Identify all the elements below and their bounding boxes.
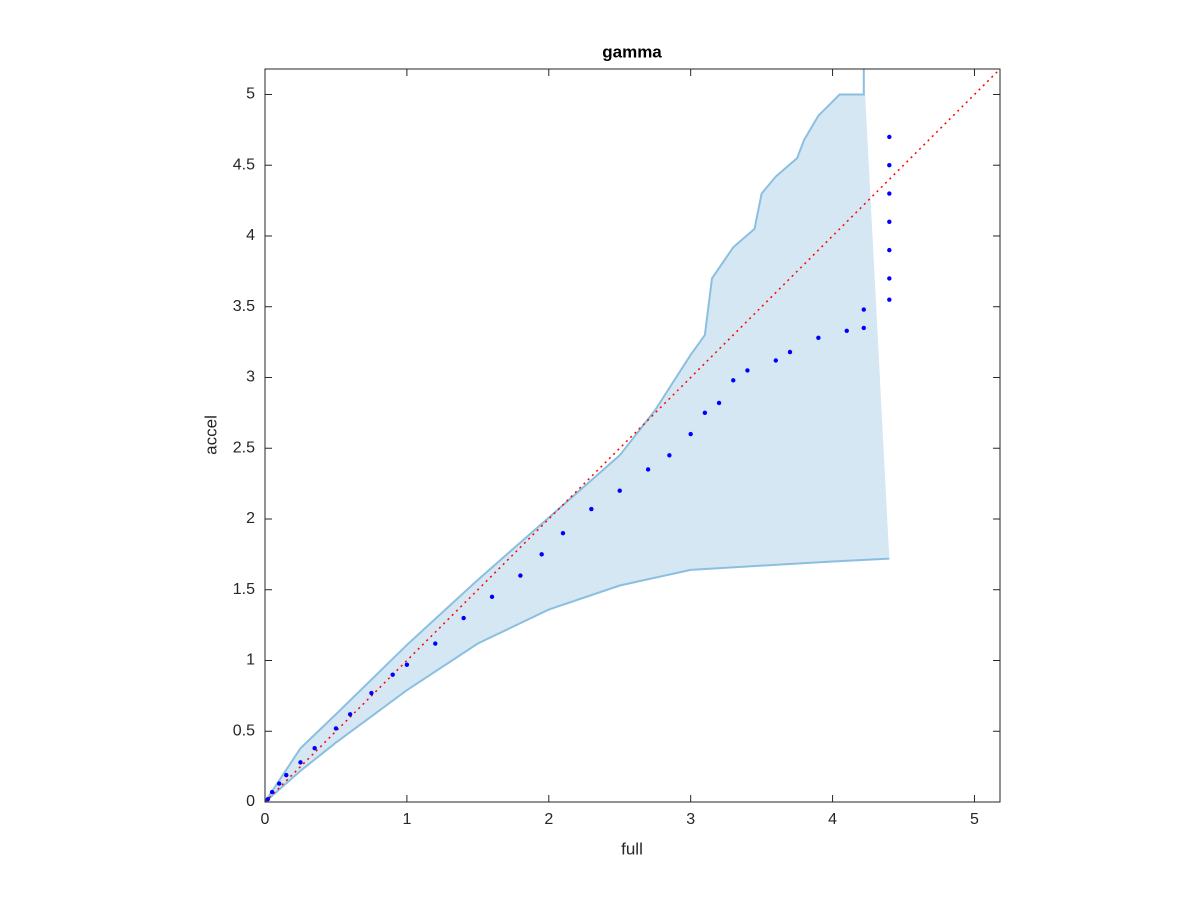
data-point <box>861 307 866 312</box>
chart-title: gamma <box>602 42 662 61</box>
data-point <box>265 796 271 802</box>
band-upper-edge <box>264 69 865 803</box>
data-point <box>645 467 651 472</box>
data-point <box>787 349 793 355</box>
data-point <box>887 247 892 253</box>
data-point <box>404 662 410 667</box>
y-tick-label: 1.5 <box>233 581 255 598</box>
data-point <box>716 400 722 406</box>
data-point <box>773 358 779 363</box>
data-point <box>284 772 289 778</box>
data-point <box>861 325 866 331</box>
data-point <box>844 328 849 333</box>
data-point <box>333 726 339 731</box>
y-axis-label: accel <box>201 415 220 455</box>
y-tick-label: 2 <box>246 510 255 527</box>
y-tick-label: 3.5 <box>233 298 255 315</box>
x-tick-label: 2 <box>544 811 553 828</box>
data-point <box>731 378 736 383</box>
data-point <box>667 453 672 458</box>
y-tick-label: 4 <box>246 227 255 244</box>
data-point <box>276 781 282 786</box>
data-point <box>298 760 303 765</box>
x-axis-label: full <box>621 839 643 858</box>
y-tick-label: 2.5 <box>233 439 255 456</box>
data-point <box>617 488 622 493</box>
data-point <box>589 506 594 512</box>
data-point <box>887 163 892 168</box>
reference-line <box>264 68 1001 803</box>
y-tick-label: 0 <box>246 793 255 810</box>
y-tick-label: 4.5 <box>233 156 255 173</box>
data-point <box>887 219 892 225</box>
data-point <box>887 191 892 196</box>
y-tick-label: 1 <box>246 652 255 669</box>
data-point <box>539 552 544 557</box>
data-point <box>887 134 892 140</box>
x-tick-label: 4 <box>828 811 837 828</box>
data-point <box>816 335 821 341</box>
y-tick-label: 0.5 <box>233 722 255 739</box>
data-point <box>518 573 523 578</box>
data-point <box>745 368 750 373</box>
y-tick-label: 3 <box>246 369 255 386</box>
x-tick-label: 5 <box>970 811 979 828</box>
data-point <box>433 641 438 646</box>
data-point <box>688 431 693 437</box>
x-tick-label: 1 <box>402 811 411 828</box>
data-point <box>702 410 708 416</box>
data-point <box>887 297 892 302</box>
data-point <box>369 690 374 696</box>
data-point <box>489 594 495 600</box>
data-point <box>461 615 466 621</box>
x-tick-label: 3 <box>686 811 695 828</box>
data-point <box>887 276 892 281</box>
y-tick-label: 5 <box>246 86 255 103</box>
data-point <box>560 530 566 536</box>
band-lower-edge <box>264 557 890 803</box>
axes-box <box>264 68 1001 803</box>
data-point <box>269 789 275 795</box>
data-point <box>312 746 317 751</box>
data-point <box>390 672 395 677</box>
confidence-band <box>265 69 890 802</box>
data-point <box>347 712 353 717</box>
x-tick-label: 0 <box>261 811 270 828</box>
